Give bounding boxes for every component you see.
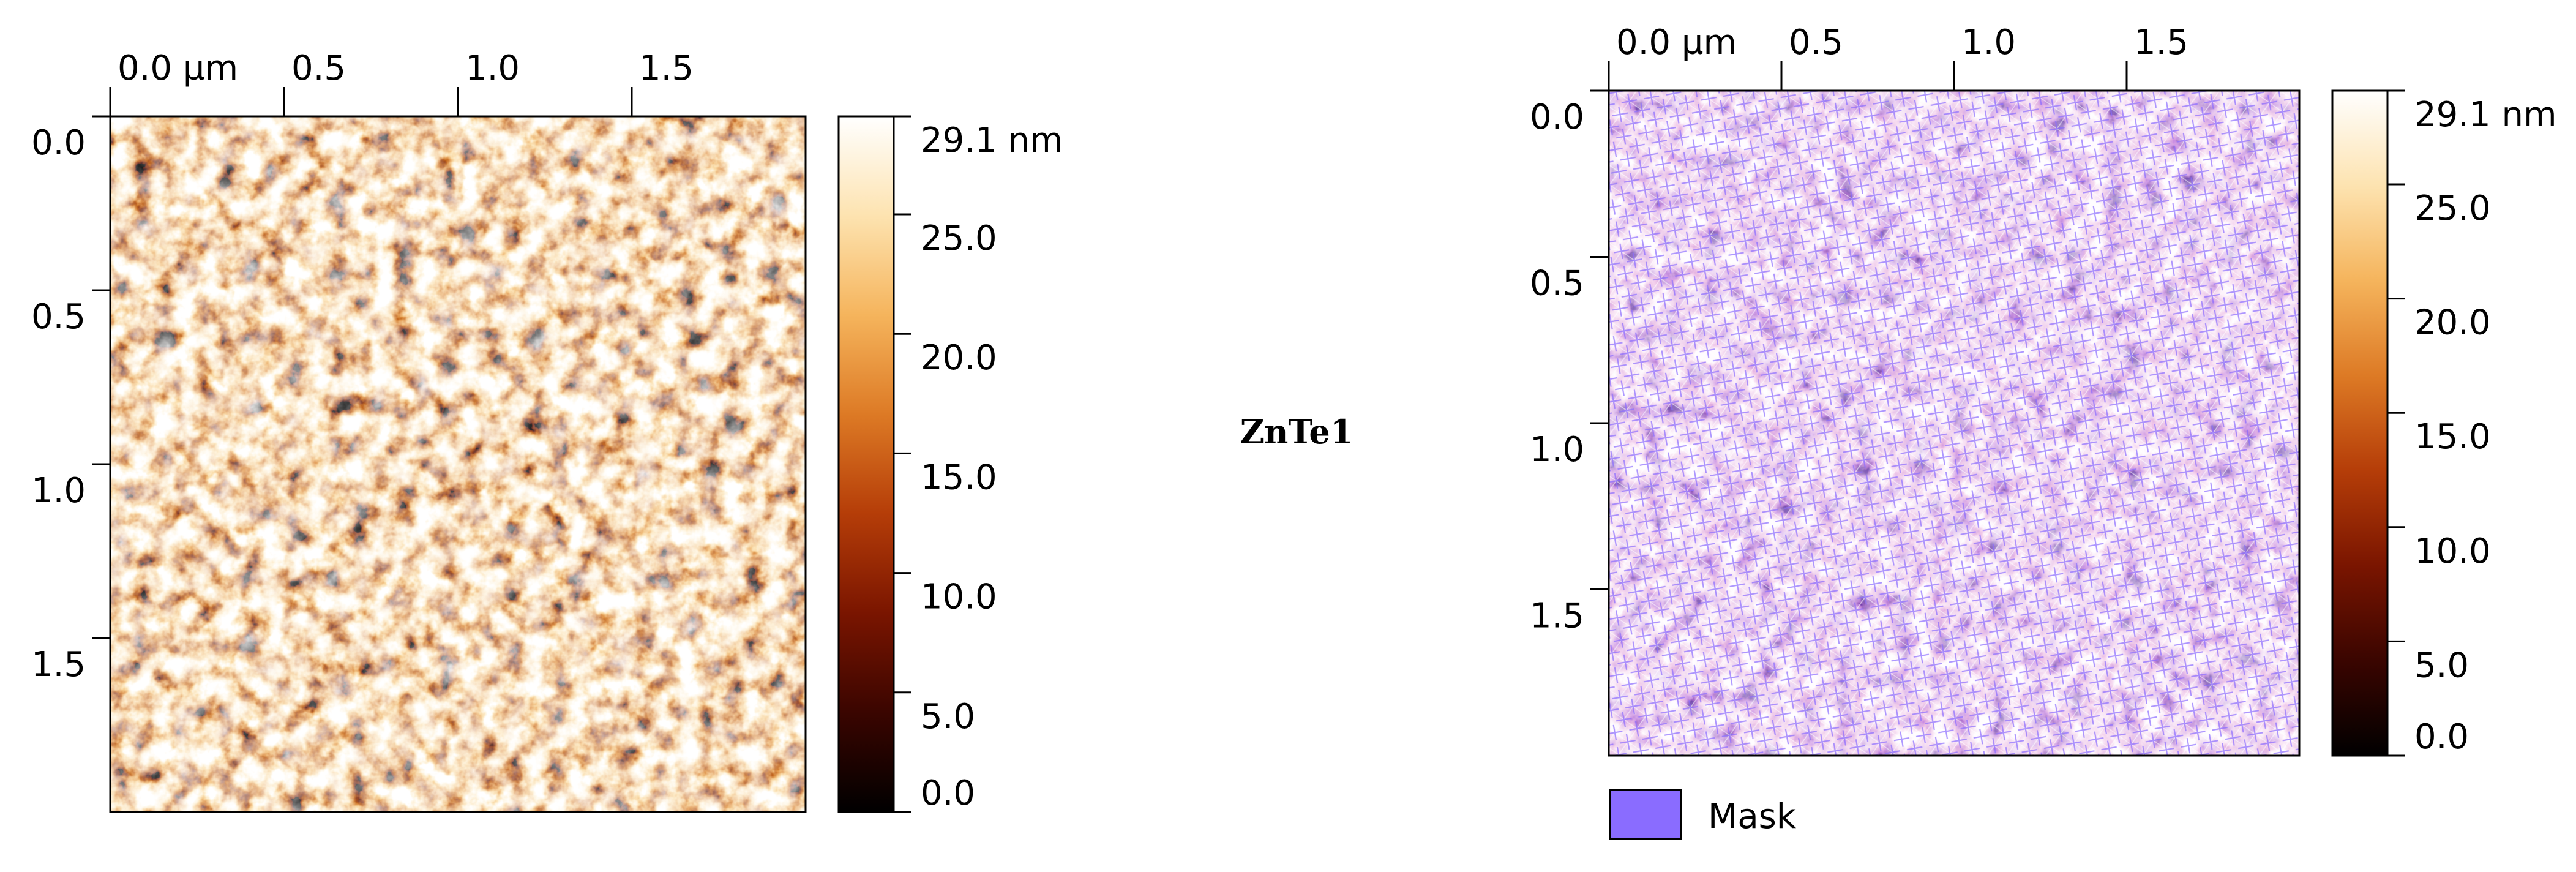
y-tick-label: 1.5 <box>31 645 86 685</box>
x-tick-label: 1.5 <box>2134 23 2188 62</box>
colorbar-tick-label: 29.1 nm <box>921 121 1063 160</box>
colorbar-tick-label: 25.0 <box>921 219 997 258</box>
figure-label: ZnTe1 <box>1240 412 1354 451</box>
mask-legend-label: Mask <box>1708 797 1797 836</box>
y-axis-ticks: 0.0 0.5 1.0 1.5 <box>1530 89 1609 636</box>
mask-overlay <box>1609 91 2299 756</box>
x-tick-label: 0.0 µm <box>1616 23 1737 62</box>
x-tick-label: 1.0 <box>1961 23 2016 62</box>
colorbar-ticks: 29.1 nm 25.0 20.0 15.0 10.0 5.0 0.0 <box>894 115 1063 813</box>
y-tick-label: 0.0 <box>31 123 86 163</box>
colorbar <box>2331 89 2389 757</box>
height-map-image <box>110 116 806 812</box>
x-tick-label: 0.5 <box>291 48 346 88</box>
colorbar-tick-label: 29.1 nm <box>2414 95 2557 135</box>
y-tick-label: 0.5 <box>31 297 86 337</box>
colorbar <box>837 115 895 813</box>
x-tick-label: 1.5 <box>639 48 694 88</box>
y-tick-label: 0.5 <box>1530 264 1584 304</box>
colorbar-tick-label: 20.0 <box>921 338 997 378</box>
x-tick-label: 1.0 <box>465 48 520 88</box>
colorbar-tick-label: 15.0 <box>921 457 997 497</box>
x-tick-label: 0.5 <box>1789 23 1843 62</box>
y-axis-ticks: 0.0 0.5 1.0 1.5 <box>31 115 110 685</box>
colorbar-ticks: 29.1 nm 25.0 20.0 15.0 10.0 5.0 0.0 <box>2387 89 2557 757</box>
x-axis-ticks: 0.0 µm 0.5 1.0 1.5 <box>109 48 694 116</box>
colorbar-tick-label: 10.0 <box>921 577 997 617</box>
afm-panel-left: 0.0 µm 0.5 1.0 1.5 0.0 0.5 1.0 1.5 29.1 nm 25.0… <box>31 48 1063 813</box>
y-tick-label: 1.5 <box>1530 596 1584 636</box>
colorbar-tick-label: 5.0 <box>921 697 975 737</box>
colorbar-tick-label: 0.0 <box>2414 717 2469 757</box>
x-axis-ticks: 0.0 µm 0.5 1.0 1.5 <box>1608 23 2188 91</box>
colorbar-tick-label: 20.0 <box>2414 303 2491 343</box>
colorbar-tick-label: 15.0 <box>2414 417 2491 457</box>
afm-panel-right: 0.0 µm 0.5 1.0 1.5 0.0 0.5 1.0 1.5 29.1 nm 25.0… <box>1530 23 2557 840</box>
y-tick-label: 1.0 <box>31 471 86 511</box>
x-tick-label: 0.0 µm <box>118 48 238 88</box>
y-tick-label: 0.0 <box>1530 97 1584 137</box>
colorbar-tick-label: 10.0 <box>2414 532 2491 571</box>
colorbar-tick-label: 0.0 <box>921 773 975 813</box>
colorbar-tick-label: 25.0 <box>2414 189 2491 228</box>
colorbar-tick-label: 5.0 <box>2414 645 2469 685</box>
y-tick-label: 1.0 <box>1530 430 1584 470</box>
mask-legend-swatch <box>1609 789 1682 840</box>
